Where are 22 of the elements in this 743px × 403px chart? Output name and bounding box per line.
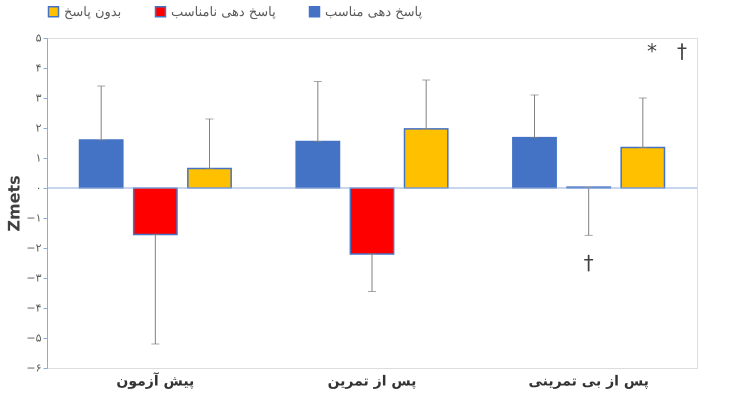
y-tick-label: −۶ (26, 362, 42, 374)
legend-label: پاسخ دهی مناسب (325, 4, 422, 20)
y-tick-label: ۰ (36, 182, 42, 194)
annotation: † (584, 250, 594, 274)
y-tick-label: −۳ (26, 272, 42, 284)
y-tick-label: ۳ (36, 92, 42, 104)
y-tick-label: ۴ (36, 62, 42, 74)
y-tick-label: −۲ (26, 242, 42, 254)
y-tick-label: ۱ (36, 152, 42, 164)
y-axis-title: Zmets (4, 175, 24, 232)
y-tick-label: ۵ (36, 32, 42, 44)
x-tick-label: پس از تمرین (328, 374, 416, 390)
y-tick-label: ۲ (36, 122, 42, 134)
y-tick-label: −۵ (26, 332, 42, 344)
y-tick-label: −۱ (26, 212, 42, 224)
annotation: † (677, 39, 687, 63)
legend-label: پاسخ دهی نامناسب (171, 4, 276, 20)
x-tick-label: پیش آزمون (116, 372, 194, 390)
annotation: * (647, 39, 657, 63)
x-tick-label: پس از بی تمرینی (528, 374, 649, 390)
y-tick-label: −۴ (26, 302, 42, 314)
legend-label: بدون پاسخ (64, 4, 122, 20)
